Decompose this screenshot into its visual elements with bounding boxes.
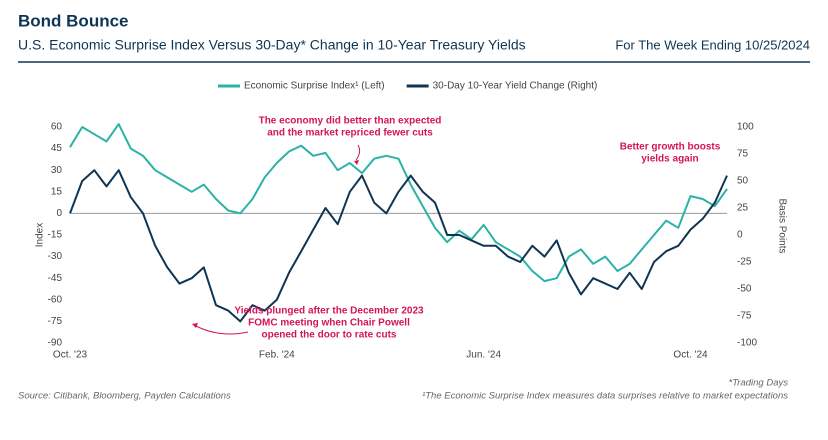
note: ¹The Economic Surprise Index measures da… xyxy=(422,391,788,402)
legend-label: Economic Surprise Index¹ (Left) xyxy=(244,81,385,92)
x-tick-label: Feb. '24 xyxy=(259,350,295,361)
x-tick-label: Oct. '24 xyxy=(673,350,708,361)
y2-tick-label: 0 xyxy=(737,230,743,241)
x-tick-label: Jun. '24 xyxy=(466,350,501,361)
annotation: opened the door to rate cuts xyxy=(261,330,396,341)
annotation: and the market repriced fewer cuts xyxy=(267,128,433,139)
note: *Trading Days xyxy=(729,378,789,389)
series-line xyxy=(69,169,728,323)
y2-tick-label: 100 xyxy=(737,122,754,133)
y2-tick-label: -100 xyxy=(737,338,757,349)
source: Source: Citibank, Bloomberg, Payden Calc… xyxy=(18,391,231,402)
y-tick-label: 60 xyxy=(51,122,63,133)
annotation: Better growth boosts xyxy=(620,142,721,153)
annotation-arrow xyxy=(354,160,359,165)
y2-tick-label: -25 xyxy=(737,257,752,268)
y2-tick-label: 25 xyxy=(737,203,749,214)
y2-tick-label: 50 xyxy=(737,176,749,187)
annotation: yields again xyxy=(641,154,698,165)
chart-subtitle: U.S. Economic Surprise Index Versus 30-D… xyxy=(18,37,526,53)
y-tick-label: -60 xyxy=(48,294,63,305)
y-tick-label: -90 xyxy=(48,338,63,349)
x-tick-label: Oct. '23 xyxy=(53,350,88,361)
y2-tick-label: -50 xyxy=(737,284,752,295)
annotation-arrow xyxy=(355,144,361,161)
annotation-arrow xyxy=(192,323,198,328)
y2-axis-label: Basis Points xyxy=(776,198,787,253)
y-axis-label: Index xyxy=(35,223,46,247)
y-tick-label: 15 xyxy=(51,186,63,197)
legend-label: 30-Day 10-Year Yield Change (Right) xyxy=(433,81,598,92)
y-tick-label: -45 xyxy=(48,273,63,284)
chart-title: Bond Bounce xyxy=(18,11,129,30)
y-tick-label: 30 xyxy=(51,165,63,176)
date-note: For The Week Ending 10/25/2024 xyxy=(615,37,810,52)
annotation: Yields plunged after the December 2023 xyxy=(234,306,424,317)
y-tick-label: 0 xyxy=(56,208,62,219)
y-tick-label: -30 xyxy=(48,251,63,262)
annotation: FOMC meeting when Chair Powell xyxy=(248,318,410,329)
y2-tick-label: 75 xyxy=(737,149,749,160)
y2-tick-label: -75 xyxy=(737,311,752,322)
annotation-arrow xyxy=(195,325,249,335)
y-tick-label: -15 xyxy=(48,230,63,241)
series-line xyxy=(69,123,728,283)
annotation: The economy did better than expected xyxy=(259,116,442,127)
y-tick-label: -75 xyxy=(48,316,63,327)
y-tick-label: 45 xyxy=(51,143,63,154)
